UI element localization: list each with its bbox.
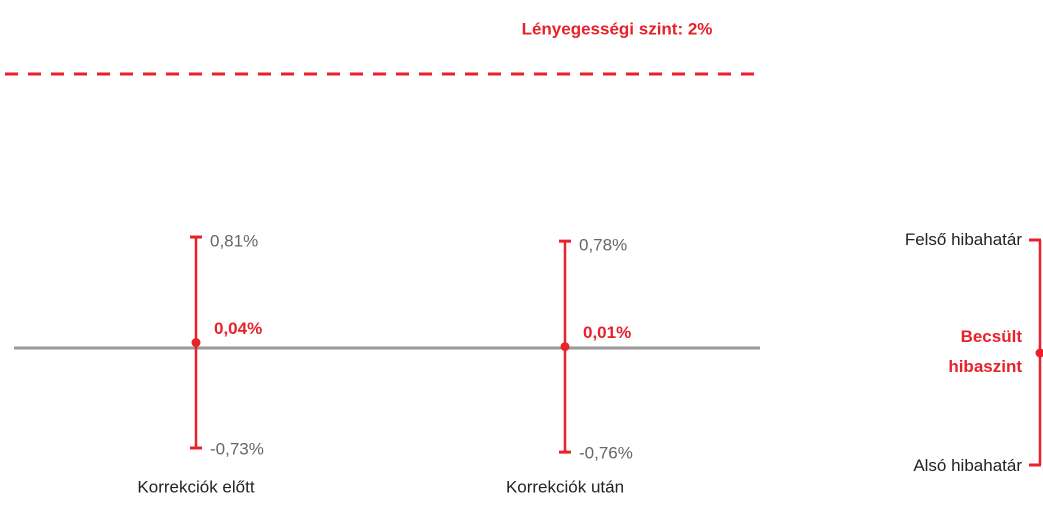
legend-dot [1035,348,1043,358]
category-label: Korrekciók után [506,477,624,496]
legend-lower: Alsó hibahatár [913,456,1022,475]
legend-estimate: Becsült hibaszint [948,327,1022,376]
category-label: Korrekciók előtt [137,477,254,496]
upper-label: 0,81% [210,232,258,251]
upper-label: 0,78% [579,236,627,255]
estimate-label: 0,04% [214,319,262,338]
estimate-dot [191,338,201,348]
legend-upper: Felső hibahatár [904,230,1022,249]
threshold-label: Lényegességi szint: 2% [522,19,713,38]
estimate-dot [560,342,570,352]
estimate-label: 0,01% [583,323,631,342]
lower-label: -0,73% [210,439,264,458]
lower-label: -0,76% [579,444,633,463]
